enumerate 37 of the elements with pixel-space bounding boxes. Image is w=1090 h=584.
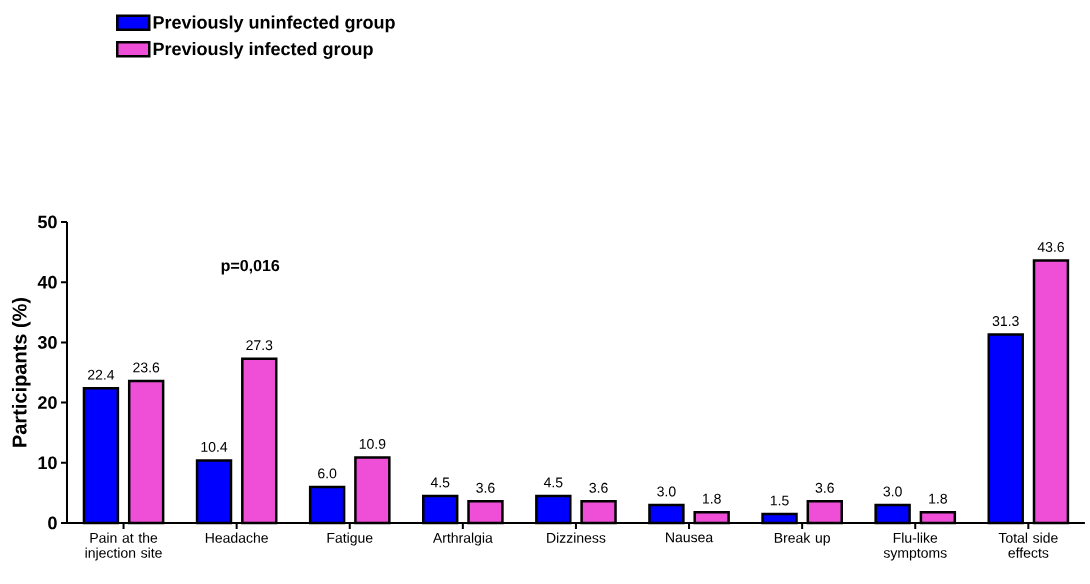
data-label: 3.6	[815, 482, 834, 493]
y-tick-label: 50	[38, 215, 57, 229]
data-label: 27.3	[246, 340, 273, 351]
y-tick-label: 10	[38, 456, 57, 470]
data-label: 10.9	[359, 438, 386, 449]
x-tick-label: Dizziness	[547, 532, 606, 543]
y-tick-label: 40	[37, 275, 57, 289]
data-label: 22.4	[88, 369, 115, 380]
legend-label: Previously infected group	[153, 42, 373, 59]
data-label: 6.0	[318, 468, 337, 479]
data-label: 3.6	[476, 482, 495, 493]
x-tick-label: Headache	[205, 532, 268, 543]
data-label: 10.4	[201, 441, 228, 452]
y-tick-label: 20	[38, 396, 57, 409]
x-tick-label: Nausea	[666, 532, 714, 543]
data-label: 1.8	[703, 493, 721, 504]
x-tick-label: Break up	[774, 532, 830, 546]
data-label: 3.6	[589, 482, 608, 493]
legend-label: Previously uninfected group	[153, 15, 395, 33]
x-tick-label: Total side effects	[998, 532, 1058, 558]
y-axis-title: Participants (%)	[11, 297, 31, 447]
data-label: 4.5	[543, 477, 563, 488]
data-label: 1.5	[770, 495, 789, 506]
data-label: 1.8	[929, 493, 947, 504]
annotation: p=0,016	[221, 259, 280, 275]
x-tick-label: Arthralgia	[432, 532, 493, 546]
x-tick-label: Pain at the injection site	[85, 532, 162, 561]
data-label: 3.0	[883, 486, 902, 497]
x-tick-label: Fatigue	[327, 532, 373, 546]
data-label: 31.3	[992, 316, 1019, 327]
data-label: 23.6	[133, 362, 160, 373]
data-label: 43.6	[1037, 242, 1064, 252]
y-tick-label: 0	[48, 516, 57, 530]
data-label: 3.0	[657, 486, 676, 497]
data-label: 4.5	[430, 477, 450, 488]
y-tick-label: 30	[37, 336, 57, 349]
x-tick-label: Flu-like symptoms	[883, 532, 947, 561]
